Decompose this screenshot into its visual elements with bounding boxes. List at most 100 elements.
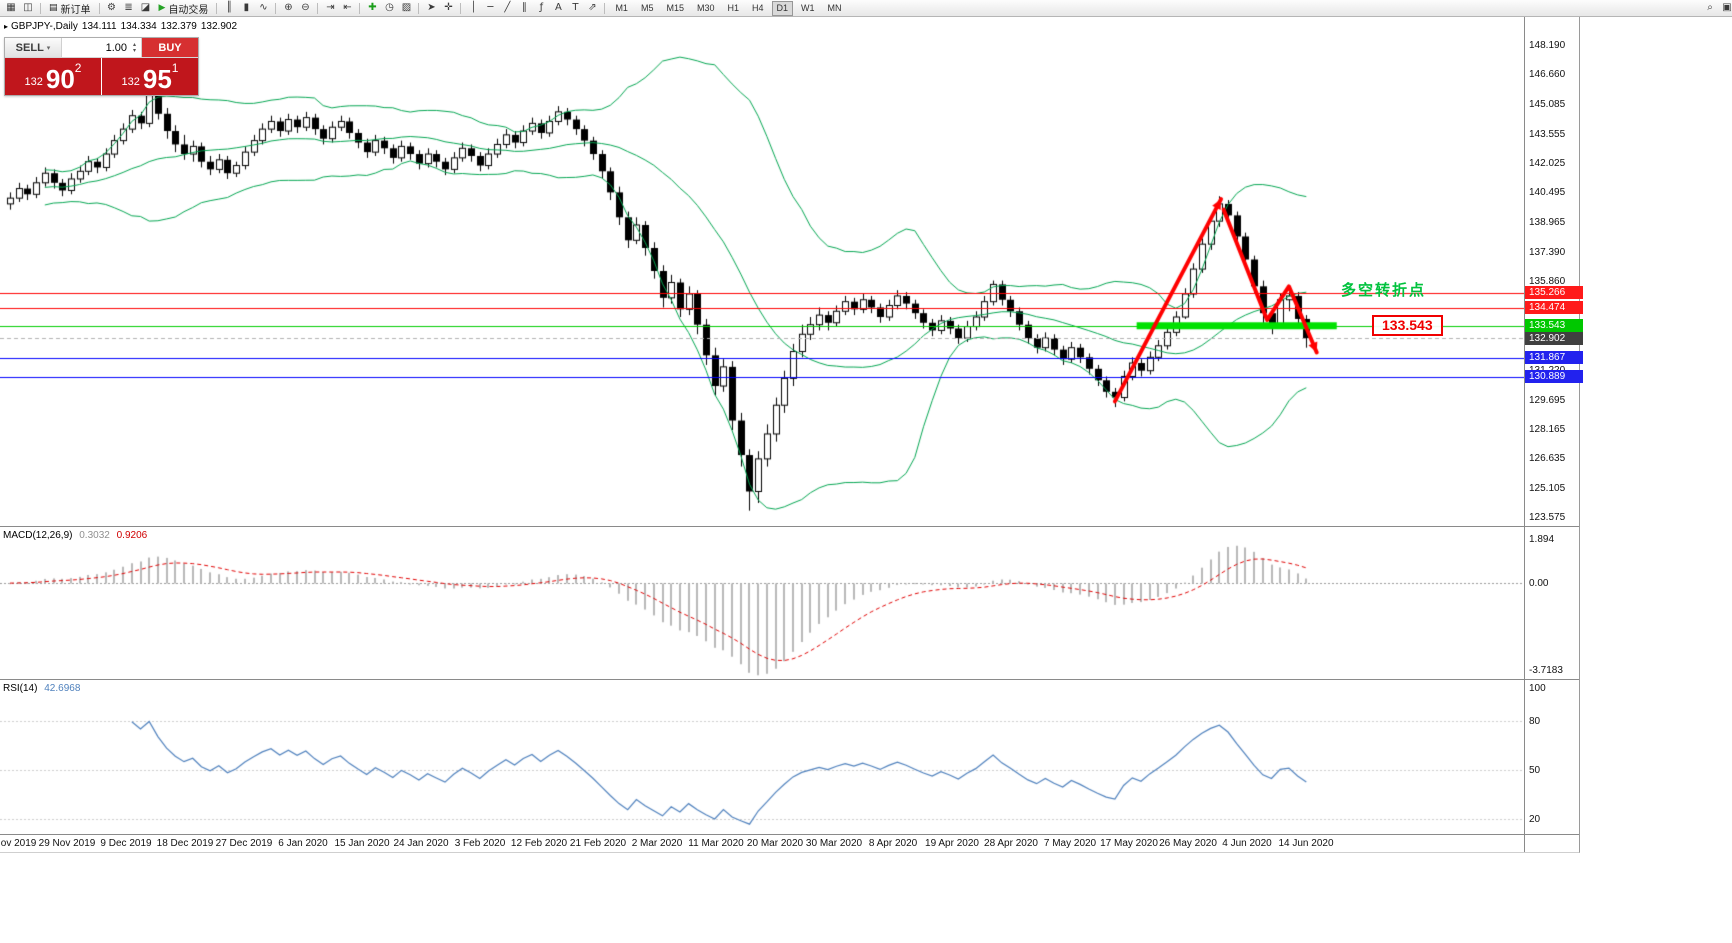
label-icon[interactable]: T xyxy=(572,2,579,13)
search-icon[interactable]: ⌕ xyxy=(1707,2,1713,13)
sell-price-prefix: 132 xyxy=(24,76,43,88)
rsi-header: RSI(14) 42.6968 xyxy=(3,683,80,694)
buy-button[interactable]: BUY xyxy=(142,38,198,57)
level-price-callout[interactable]: 133.543 xyxy=(1372,315,1443,336)
date-axis-label: 18 Dec 2019 xyxy=(156,838,214,849)
zoom-in-icon[interactable]: ⊕ xyxy=(284,2,293,13)
date-axis-label: 14 Jun 2020 xyxy=(1278,838,1334,849)
volume-value: 1.00 xyxy=(105,41,127,54)
sell-button[interactable]: SELL ▾ xyxy=(5,38,62,57)
market-watch-icon[interactable]: ≣ xyxy=(124,2,133,13)
navigator-icon[interactable]: ◪ xyxy=(140,2,151,13)
crosshair-icon[interactable]: ✛ xyxy=(444,2,453,13)
candlestick-chart-icon[interactable]: ▮ xyxy=(243,2,250,13)
auto-scroll-icon[interactable]: ⇥ xyxy=(326,2,335,13)
macd-axis-label: -3.7183 xyxy=(1529,665,1563,677)
price-axis-label: 128.165 xyxy=(1529,423,1566,435)
line-chart-icon[interactable]: ∿ xyxy=(259,2,268,13)
toolbar-separator xyxy=(275,2,277,14)
trendline-icon[interactable]: ╱ xyxy=(504,2,511,13)
price-axis-label: 148.190 xyxy=(1529,39,1566,51)
timeframe-m5-button[interactable]: M5 xyxy=(640,2,654,13)
tick-chart-icon[interactable]: ◫ xyxy=(23,2,33,13)
date-axis-label: 30 Mar 2020 xyxy=(805,838,863,849)
date-axis-label: 2 Mar 2020 xyxy=(631,838,683,849)
vertical-line-icon[interactable]: │ xyxy=(470,2,477,13)
chevron-down-icon: ▾ xyxy=(46,43,51,52)
price-axis-label: 126.635 xyxy=(1529,453,1566,465)
rsi-axis-label: 50 xyxy=(1529,764,1541,776)
stepper-up-icon[interactable]: ▴ xyxy=(132,40,136,48)
macd-signal-value: 0.9206 xyxy=(116,530,148,541)
date-axis-label: 28 Apr 2020 xyxy=(984,838,1038,849)
macd-indicator-canvas[interactable] xyxy=(0,527,1524,679)
buy-price-sup: 1 xyxy=(171,61,179,75)
rsi-axis-label: 100 xyxy=(1529,683,1546,695)
sell-price-big: 90 xyxy=(45,64,75,94)
buy-price-prefix: 132 xyxy=(121,76,140,88)
timeframe-d1-button[interactable]: D1 xyxy=(771,0,794,16)
buy-price-button[interactable]: 132 95 1 xyxy=(102,58,198,95)
toolbar-separator xyxy=(460,2,462,14)
rsi-value: 42.6968 xyxy=(44,683,81,694)
timeframe-m15-button[interactable]: M15 xyxy=(666,2,684,13)
templates-icon[interactable]: ▨ xyxy=(401,2,412,13)
date-axis-label: 20 Mar 2020 xyxy=(746,838,804,849)
auto-trading-button-label: 自动交易 xyxy=(168,4,209,16)
text-icon[interactable]: A xyxy=(555,2,562,13)
price-chart-canvas[interactable] xyxy=(0,16,1524,526)
symbol-name: GBPJPY-,Daily xyxy=(11,21,78,32)
date-axis-label: 7 May 2020 xyxy=(1043,838,1097,849)
arrows-tool-icon[interactable]: ⇗ xyxy=(588,2,597,13)
new-order-button[interactable]: ▤ 新订单 xyxy=(45,1,95,16)
horizontal-line-icon[interactable]: ─ xyxy=(487,2,494,13)
price-axis-label: 142.025 xyxy=(1529,158,1566,170)
ohlc-close: 132.902 xyxy=(200,21,238,32)
chart-window-icon[interactable]: ▦ xyxy=(6,2,16,13)
rsi-axis-label: 80 xyxy=(1529,715,1541,727)
bar-chart-icon[interactable]: ║ xyxy=(226,2,233,13)
new-order-button-glyph: ▤ xyxy=(49,3,58,13)
timeframe-m1-button[interactable]: M1 xyxy=(615,2,628,13)
macd-panel-separator[interactable] xyxy=(0,526,1579,527)
channel-icon[interactable]: ∥ xyxy=(521,2,527,13)
timeframe-m30-button[interactable]: M30 xyxy=(696,2,715,13)
rsi-label: RSI(14) xyxy=(3,683,38,694)
chart-shift-icon[interactable]: ⇤ xyxy=(343,2,352,13)
timeframe-w1-button[interactable]: W1 xyxy=(801,2,815,13)
zoom-out-icon[interactable]: ⊖ xyxy=(301,2,310,13)
timeframe-h4-button[interactable]: H4 xyxy=(752,2,764,13)
indicators-icon[interactable]: ✚ xyxy=(368,2,377,13)
price-axis-label: 145.085 xyxy=(1529,99,1566,111)
rsi-panel-separator[interactable] xyxy=(0,679,1579,680)
price-level-tag: 135.266 xyxy=(1525,286,1583,300)
auto-trading-button[interactable]: ▶ 自动交易 xyxy=(155,1,213,16)
sell-price-button[interactable]: 132 90 2 xyxy=(5,58,101,95)
date-axis-label: 8 Apr 2020 xyxy=(868,838,918,849)
rsi-indicator-canvas[interactable] xyxy=(0,680,1524,835)
cursor-icon[interactable]: ➤ xyxy=(427,2,436,13)
toolbar-separator xyxy=(98,2,100,14)
window-layout-icon[interactable]: ▣ xyxy=(1722,2,1732,13)
volume-stepper[interactable]: ▴ ▾ xyxy=(130,40,139,54)
timeframe-mn-button[interactable]: MN xyxy=(827,2,842,13)
price-axis-label: 135.860 xyxy=(1529,276,1566,288)
date-axis-label: 9 Dec 2019 xyxy=(100,838,152,849)
fibonacci-icon[interactable]: ƒ xyxy=(539,2,544,13)
price-axis[interactable]: 148.190 146.660 145.085 143.555 142.025 140.4… xyxy=(1524,16,1583,852)
chart-plot-area: ▸ GBPJPY-,Daily 134.111 134.334 132.379 132.9… xyxy=(0,16,1524,852)
turning-point-annotation: 多空转折点 xyxy=(1341,282,1427,299)
expert-advisors-icon[interactable]: ⚙ xyxy=(107,2,116,13)
stepper-down-icon[interactable]: ▾ xyxy=(132,46,136,54)
volume-input[interactable]: 1.00 ▴ ▾ xyxy=(62,38,142,57)
periods-dropdown-icon[interactable]: ◷ xyxy=(385,2,394,13)
price-axis-label: 138.965 xyxy=(1529,216,1566,228)
timeframe-h1-button[interactable]: H1 xyxy=(727,2,740,13)
auto-trading-button-glyph: ▶ xyxy=(158,3,166,13)
date-axis-label: 19 Apr 2020 xyxy=(925,838,979,849)
price-axis-label: 146.660 xyxy=(1529,69,1566,81)
sell-label: SELL xyxy=(15,41,44,54)
date-axis-label: 24 Jan 2020 xyxy=(393,838,449,849)
chart-window: ▸ GBPJPY-,Daily 134.111 134.334 132.379 132.9… xyxy=(0,16,1583,853)
